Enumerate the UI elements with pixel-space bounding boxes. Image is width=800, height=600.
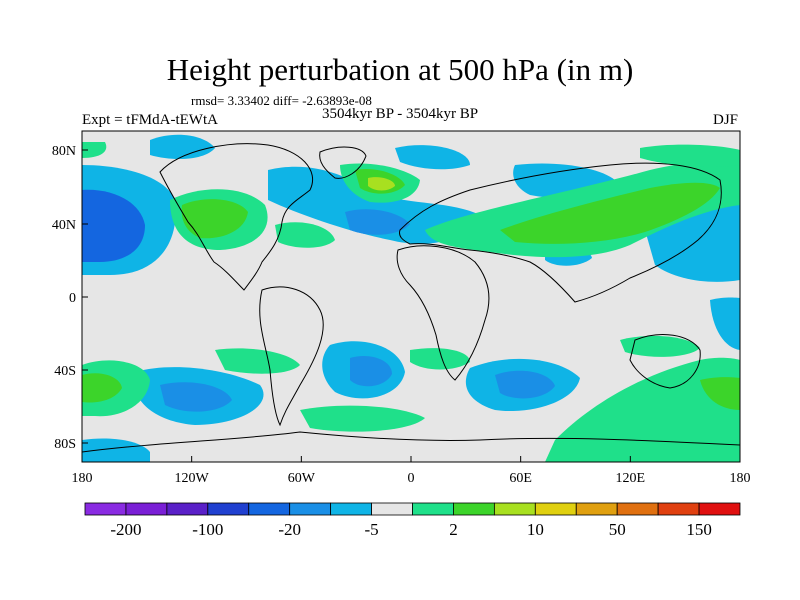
contour-pos-mid: [82, 373, 122, 403]
coastline-australia: [629, 334, 701, 389]
contour-pos-mid: [500, 182, 720, 244]
contour-neg-mid: [350, 355, 392, 387]
contour-pos-strong: [368, 177, 395, 191]
contour-neg-mid: [160, 382, 232, 412]
lat-tick-label: 80N: [52, 144, 76, 159]
coastline-antarctica: [82, 431, 740, 453]
colorbar-swatch: [575, 502, 618, 516]
colorbar-swatch: [493, 502, 536, 516]
contour-field: [82, 131, 740, 462]
coastline-africa: [396, 245, 490, 381]
plot-title: Height perturbation at 500 hPa (in m): [166, 52, 634, 87]
colorbar-swatch: [453, 502, 495, 516]
contour-pos-light: [300, 405, 425, 432]
contour-neg-light: [268, 166, 480, 244]
colorbar: [84, 502, 741, 516]
lat-tick-label: 0: [69, 291, 76, 306]
lon-tick-label: 60W: [288, 471, 316, 486]
coastline-north-america: [159, 143, 314, 291]
colorbar-label: 50: [609, 520, 626, 539]
colorbar-label: -20: [278, 520, 301, 539]
contour-pos-light: [215, 348, 300, 374]
contour-neg-mid: [345, 209, 410, 235]
colorbar-swatch: [657, 502, 700, 516]
colorbar-label: -200: [110, 520, 141, 539]
colorbar-swatch: [125, 502, 168, 516]
colorbar-label: -100: [192, 520, 223, 539]
lon-tick-label: 0: [408, 471, 415, 486]
experiment-label: Expt = tFMdA-tEWtA: [82, 112, 218, 128]
contour-pos-light: [275, 222, 335, 248]
colorbar-swatch: [698, 502, 741, 516]
lon-tick-label: 180: [730, 471, 751, 486]
latitude-axis: 80N 40N 0 40S 80S: [52, 144, 88, 452]
colorbar-labels: -200 -100 -20 -5 2 10 50 150: [110, 520, 711, 539]
colorbar-swatch: [534, 502, 577, 516]
colorbar-label: 150: [686, 520, 712, 539]
colorbar-swatch: [330, 502, 372, 516]
colorbar-label: 2: [449, 520, 458, 539]
contour-neg-dark: [82, 189, 145, 262]
contour-pos-light: [410, 348, 470, 370]
lat-tick-label: 40N: [52, 218, 76, 233]
contour-neg-light: [150, 134, 215, 160]
contour-neg-light: [710, 297, 740, 350]
longitude-axis: 180 120W 60W 0 60E 120E 180: [72, 456, 751, 486]
contour-pos-mid: [181, 199, 248, 239]
contour-pos-light: [545, 357, 740, 462]
coastlines: [82, 143, 740, 453]
colorbar-label: -5: [364, 520, 378, 539]
colorbar-swatch: [166, 502, 209, 516]
period-label: 3504kyr BP - 3504kyr BP: [321, 106, 479, 122]
colorbar-swatch: [207, 502, 250, 516]
lon-tick-label: 60E: [509, 471, 532, 486]
contour-pos-mid: [700, 377, 740, 410]
stats-line: rmsd= 3.33402 diff= -2.63893e-08: [191, 93, 372, 108]
coastline-south-america: [259, 286, 324, 427]
season-label: DJF: [713, 112, 739, 128]
colorbar-swatch: [371, 502, 413, 516]
lat-tick-label: 40S: [54, 364, 76, 379]
lon-tick-label: 120W: [175, 471, 210, 486]
colorbar-swatch: [248, 502, 291, 516]
colorbar-label: 10: [527, 520, 544, 539]
contour-pos-light: [620, 335, 700, 357]
contour-pos-light: [82, 142, 107, 158]
coastline-greenland: [319, 146, 367, 179]
lat-tick-label: 80S: [54, 437, 76, 452]
contour-neg-mid: [495, 370, 555, 399]
coastline-europe-asia: [399, 162, 722, 303]
contour-neg-light: [82, 438, 150, 462]
contour-pos-light: [640, 144, 740, 168]
contour-neg-light: [395, 145, 470, 170]
lon-tick-label: 120E: [616, 471, 646, 486]
colorbar-swatch: [289, 502, 332, 516]
colorbar-swatch: [616, 502, 659, 516]
colorbar-swatch: [412, 502, 454, 516]
colorbar-swatch: [84, 502, 127, 516]
lon-tick-label: 180: [72, 471, 93, 486]
